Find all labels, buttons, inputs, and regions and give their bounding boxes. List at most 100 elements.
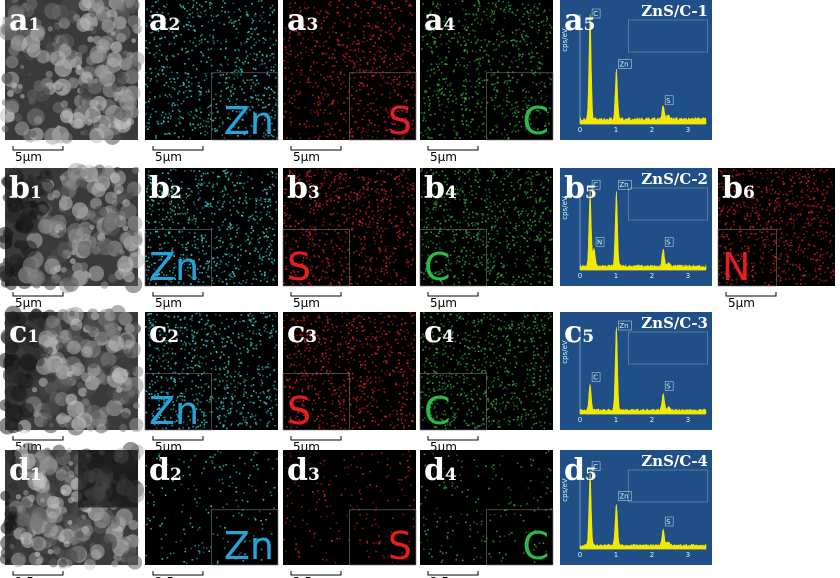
map-dot: [326, 267, 328, 269]
map-dot: [200, 266, 202, 268]
map-dot: [412, 84, 414, 86]
map-dot: [400, 10, 402, 12]
map-dot: [179, 111, 181, 113]
map-dot: [377, 227, 379, 229]
panel: b15μm: [0, 163, 145, 310]
map-dot: [377, 22, 379, 24]
map-dot: [357, 61, 359, 63]
map-dot: [544, 246, 546, 248]
map-dot: [395, 216, 397, 218]
map-dot: [231, 247, 233, 249]
map-dot: [522, 277, 524, 279]
map-dot: [486, 198, 488, 200]
map-dot: [551, 27, 553, 29]
map-dot: [832, 235, 834, 237]
map-dot: [534, 4, 536, 6]
map-dot: [358, 224, 360, 226]
map-dot: [384, 190, 386, 192]
map-dot: [533, 215, 535, 217]
map-dot: [454, 251, 456, 253]
map-dot: [325, 200, 327, 202]
map-dot: [516, 40, 518, 42]
map-dot: [367, 124, 369, 126]
map-dot: [519, 217, 521, 219]
map-dot: [550, 276, 552, 278]
map-dot: [467, 26, 469, 28]
map-dot: [464, 97, 466, 99]
map-dot: [368, 216, 370, 218]
map-dot: [431, 63, 433, 65]
map-dot: [465, 44, 467, 46]
map-dot: [155, 56, 157, 58]
map-dot: [317, 125, 319, 127]
map-dot: [508, 4, 510, 6]
map-dot: [226, 283, 228, 285]
map-dot: [412, 185, 414, 187]
map-dot: [439, 58, 441, 60]
map-dot: [346, 276, 348, 278]
map-dot: [536, 189, 538, 191]
map-dot: [364, 236, 366, 238]
panel: CZnS0123cps/eVZnS/C-1a5: [560, 0, 712, 140]
map-dot: [377, 6, 379, 8]
map-dot: [239, 197, 241, 199]
map-dot: [407, 231, 409, 233]
map-dot: [334, 179, 336, 181]
map-dot: [252, 22, 254, 24]
map-dot: [238, 258, 240, 260]
map-dot: [448, 219, 450, 221]
map-dot: [246, 11, 248, 13]
map-dot: [474, 279, 476, 281]
map-dot: [483, 214, 485, 216]
map-dot: [354, 236, 356, 238]
map-dot: [290, 112, 292, 114]
map-dot: [464, 28, 466, 30]
map-dot: [225, 48, 227, 50]
map-dot: [432, 242, 434, 244]
map-dot: [511, 132, 513, 134]
map-dot: [170, 216, 172, 218]
map-dot: [406, 212, 408, 214]
map-dot: [233, 185, 235, 187]
map-dot: [192, 7, 194, 9]
map-dot: [336, 122, 338, 124]
map-dot: [435, 206, 437, 208]
map-dot: [383, 40, 385, 42]
map-dot: [461, 266, 463, 268]
map-dot: [284, 236, 286, 238]
map-dot: [389, 262, 391, 264]
map-dot: [343, 271, 345, 273]
map-dot: [474, 265, 476, 267]
map-dot: [401, 96, 403, 98]
map-dot: [355, 4, 357, 6]
sem-texture: [76, 177, 87, 188]
map-dot: [408, 5, 410, 7]
map-dot: [518, 214, 520, 216]
map-dot: [458, 282, 460, 284]
map-dot: [412, 107, 414, 109]
map-dot: [461, 120, 463, 122]
map-dot: [452, 111, 454, 113]
map-dot: [517, 66, 519, 68]
map-dot: [494, 88, 496, 90]
sem-texture: [116, 190, 121, 195]
map-dot: [200, 87, 202, 89]
map-dot: [821, 231, 823, 233]
map-dot: [343, 137, 345, 139]
sem-texture: [128, 252, 144, 268]
map-dot: [481, 102, 483, 104]
map-dot: [385, 55, 387, 57]
map-dot: [399, 83, 401, 85]
map-dot: [475, 91, 477, 93]
map-dot: [265, 251, 267, 253]
map-dot: [464, 40, 466, 42]
map-dot: [233, 199, 235, 201]
map-dot: [460, 104, 462, 106]
map-dot: [376, 98, 378, 100]
map-dot: [207, 132, 209, 134]
map-dot: [492, 11, 494, 13]
map-dot: [499, 105, 501, 107]
map-dot: [464, 202, 466, 204]
map-dot: [316, 277, 318, 279]
map-dot: [503, 211, 505, 213]
